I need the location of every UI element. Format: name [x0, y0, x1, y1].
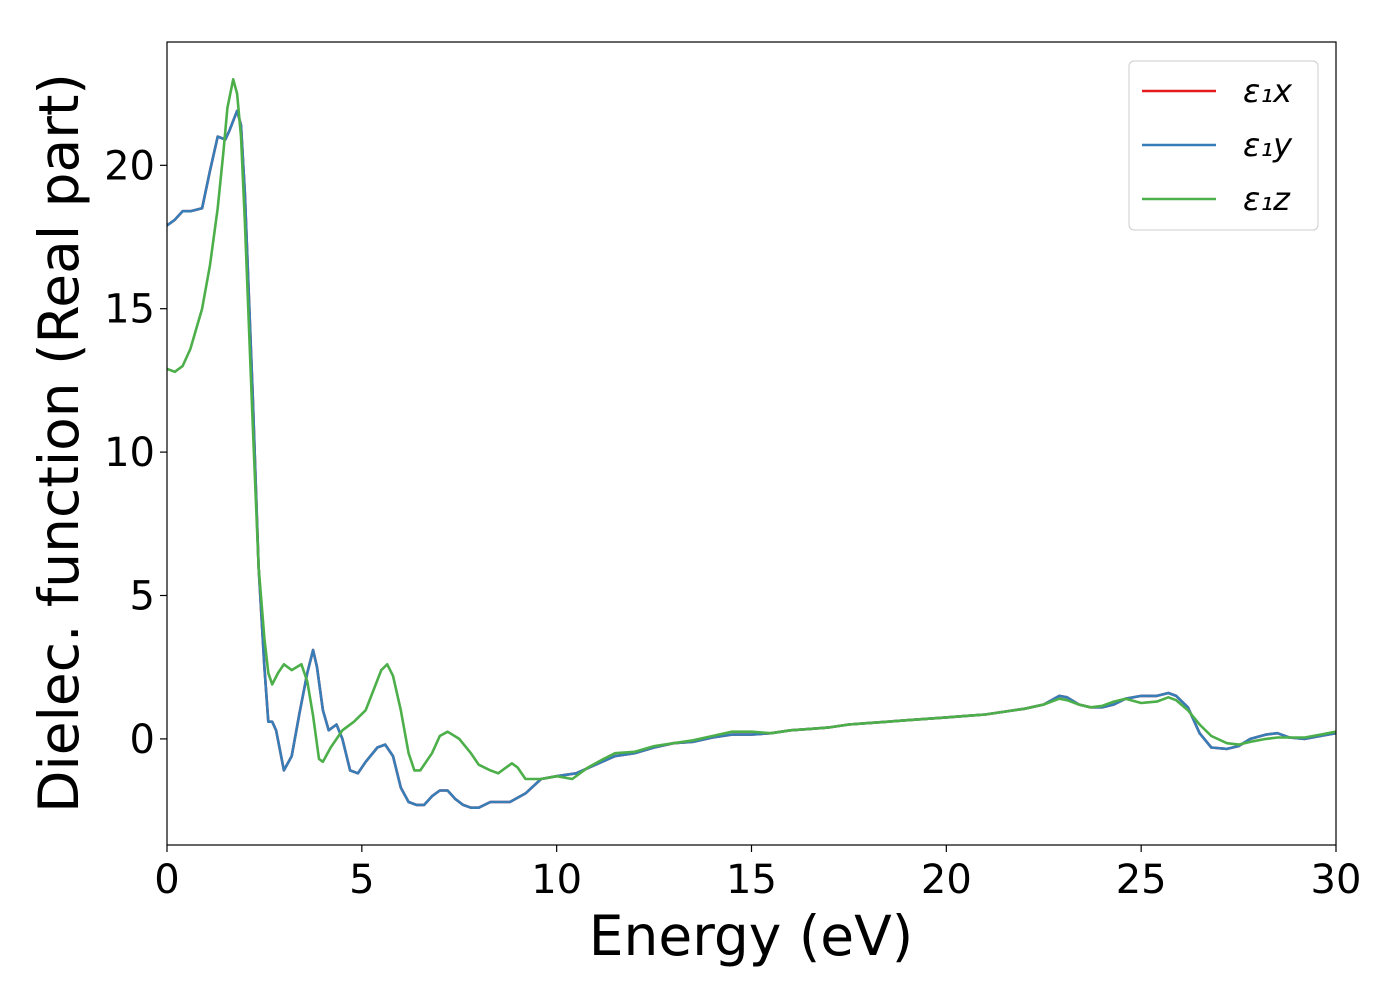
x-tick-label: 20: [921, 857, 972, 903]
y-tick-label: 20: [104, 143, 155, 189]
y-tick-label: 10: [104, 430, 155, 476]
x-tick-label: 10: [531, 857, 582, 903]
x-axis-ticks: 0 5 10 15 20 25 30: [154, 845, 1361, 903]
y-tick-label: 15: [104, 287, 155, 333]
x-tick-label: 30: [1311, 857, 1362, 903]
series-layer: [167, 78, 1336, 809]
y-tick-label: 5: [130, 573, 155, 619]
y-tick-label: 0: [130, 717, 155, 763]
legend-box: [1128, 60, 1319, 231]
x-axis-title: Energy (eV): [589, 904, 913, 968]
series-line-3: [167, 78, 1336, 781]
legend-label-1: ε₁x: [1243, 72, 1293, 110]
x-tick-label: 15: [726, 857, 777, 903]
legend: ε₁x ε₁y ε₁z: [1128, 60, 1319, 231]
legend-label-3: ε₁z: [1243, 180, 1291, 218]
x-tick-label: 5: [349, 857, 374, 903]
x-tick-label: 25: [1116, 857, 1167, 903]
y-axis-title: Dielec. function (Real part): [27, 73, 91, 813]
x-tick-label: 0: [154, 857, 179, 903]
y-axis-ticks: 0 5 10 15 20: [104, 143, 167, 763]
legend-label-2: ε₁y: [1243, 126, 1293, 164]
